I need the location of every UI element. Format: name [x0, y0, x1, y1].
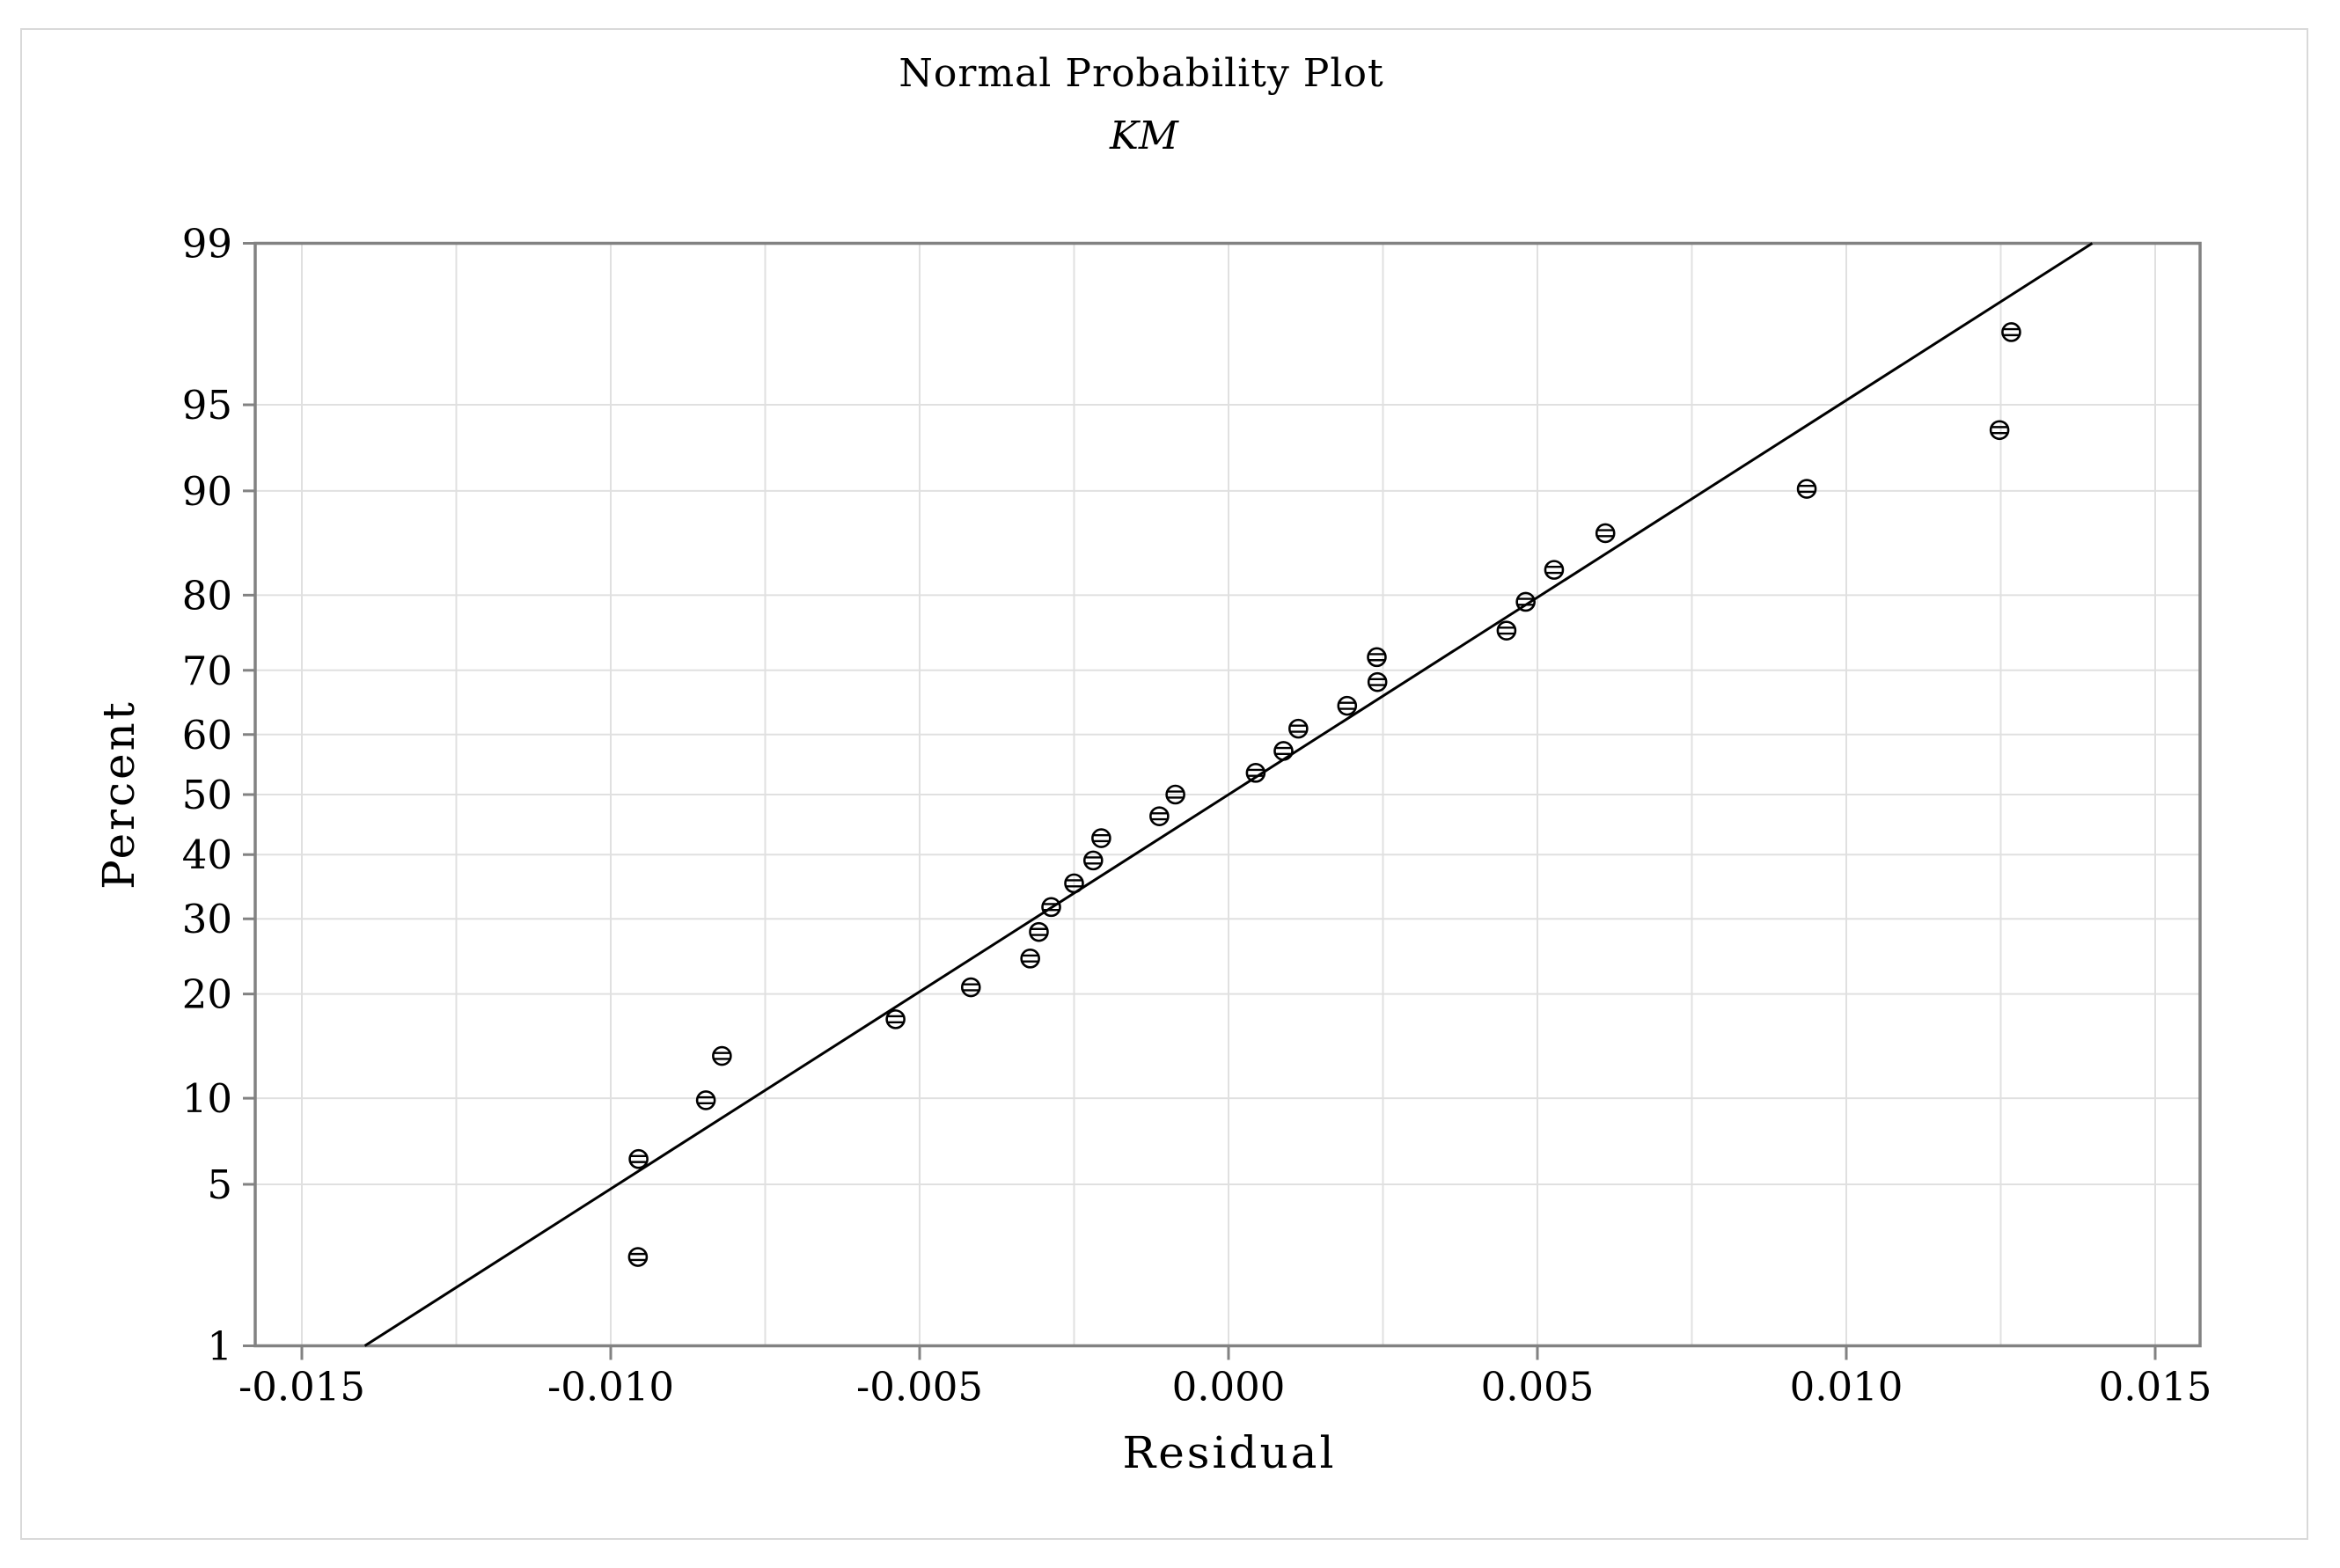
marker-circle — [1337, 695, 1358, 716]
marker-circle — [885, 1009, 906, 1029]
marker-circle — [695, 1090, 716, 1110]
y-tick-label: 5 — [207, 1161, 232, 1208]
data-point-marker — [1064, 873, 1084, 894]
data-point-marker — [1165, 784, 1185, 805]
marker-circle — [1367, 647, 1387, 668]
marker-circle — [712, 1045, 732, 1066]
marker-circle — [1544, 560, 1565, 580]
x-axis-title: Residual — [1123, 1427, 1337, 1478]
marker-circle — [1064, 873, 1084, 894]
data-point-marker — [1041, 897, 1061, 918]
data-point-marker — [2001, 322, 2021, 342]
data-point-marker — [885, 1009, 906, 1029]
marker-circle — [1082, 850, 1104, 871]
data-point-marker — [1337, 695, 1358, 716]
axis-tick-labels: -0.015 -0.010 -0.005 0.000 0.005 0.010 0.015 99… — [182, 221, 2212, 1410]
data-point-marker — [1245, 763, 1266, 783]
marker-circle — [1367, 671, 1388, 692]
y-tick-label: 20 — [182, 971, 232, 1018]
y-tick-label: 70 — [182, 648, 232, 694]
marker-circle — [1496, 620, 1517, 641]
data-point-marker — [1149, 806, 1170, 826]
data-point-marker — [1367, 647, 1387, 668]
y-tick-label: 60 — [182, 712, 232, 758]
y-tick-label: 80 — [182, 572, 232, 619]
marker-circle — [1091, 828, 1111, 848]
data-point-marker — [1796, 479, 1817, 499]
y-tick-label: 99 — [182, 221, 232, 267]
marker-circle — [1245, 763, 1266, 783]
figure-border — [20, 28, 2308, 1540]
fit-line — [363, 242, 2094, 1347]
data-point-marker — [628, 1148, 649, 1169]
marker-circle — [628, 1148, 649, 1169]
y-tick-label: 95 — [182, 382, 232, 429]
data-point-marker — [695, 1090, 716, 1110]
y-tick-label: 90 — [182, 468, 232, 515]
data-point-marker — [1515, 591, 1536, 612]
data-point-marker — [1496, 620, 1517, 641]
marker-circle — [960, 977, 981, 998]
marker-circle — [1020, 949, 1040, 969]
marker-circle — [1595, 523, 1616, 544]
data-point-marker — [1595, 523, 1616, 544]
marker-circle — [1796, 479, 1817, 499]
data-point-marker — [1544, 560, 1565, 580]
data-point-marker — [1082, 850, 1104, 871]
marker-circle — [1989, 420, 2010, 441]
marker-circle — [1029, 921, 1049, 942]
y-tick-label: 50 — [182, 772, 232, 818]
y-tick-label: 1 — [207, 1323, 232, 1369]
axis-ticks — [243, 242, 2157, 1360]
fit-line-segment — [363, 242, 2094, 1347]
marker-circle — [1288, 718, 1309, 739]
x-tick-label: -0.010 — [547, 1363, 674, 1410]
x-tick-label: 0.010 — [1790, 1363, 1904, 1410]
marker-circle — [1273, 741, 1294, 761]
data-point-marker — [712, 1045, 732, 1066]
y-tick-label: 40 — [182, 832, 232, 878]
data-point-marker — [1091, 828, 1111, 848]
data-point-marker — [1367, 671, 1388, 692]
data-point-marker — [1020, 949, 1040, 969]
chart-subtitle: KM — [1109, 114, 1179, 158]
marker-circle — [2001, 322, 2021, 342]
marker-circle — [1149, 806, 1170, 826]
x-tick-label: 0.000 — [1172, 1363, 1286, 1410]
marker-circle — [1041, 897, 1061, 918]
data-point-marker — [1989, 420, 2010, 441]
data-point-marker — [1288, 718, 1309, 739]
x-tick-label: -0.015 — [238, 1363, 365, 1410]
y-axis-title: Percent — [93, 700, 144, 890]
y-tick-label: 10 — [182, 1075, 232, 1122]
x-tick-label: 0.015 — [2099, 1363, 2212, 1410]
data-point-marker — [1273, 741, 1294, 761]
x-tick-label: 0.005 — [1481, 1363, 1595, 1410]
data-point-marker — [960, 977, 981, 998]
marker-circle — [1165, 784, 1185, 805]
y-tick-label: 30 — [182, 896, 232, 942]
data-point-marker — [627, 1247, 649, 1267]
marker-circle — [1515, 591, 1536, 612]
chart-title: Normal Probability Plot — [899, 51, 1383, 96]
data-points — [627, 322, 2021, 1267]
marker-circle — [627, 1247, 649, 1267]
x-tick-label: -0.005 — [856, 1363, 983, 1410]
data-point-marker — [1029, 921, 1049, 942]
